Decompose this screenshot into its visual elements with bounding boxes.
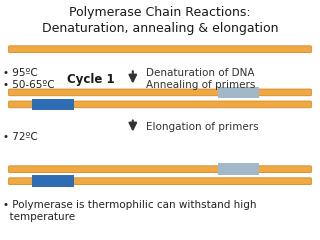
Bar (218, 163, 259, 175)
Text: • 72ºC: • 72ºC (3, 132, 38, 142)
Text: • 50-65ºC: • 50-65ºC (3, 80, 55, 90)
FancyBboxPatch shape (9, 46, 311, 53)
Text: temperature: temperature (3, 212, 75, 222)
Text: • Polymerase is thermophilic can withstand high: • Polymerase is thermophilic can withsta… (3, 200, 257, 210)
Bar (32, 99, 74, 110)
Text: Polymerase Chain Reactions:
Denaturation, annealing & elongation: Polymerase Chain Reactions: Denaturation… (42, 6, 278, 35)
Text: • 95ºC: • 95ºC (3, 68, 38, 78)
FancyBboxPatch shape (9, 101, 311, 108)
Text: Denaturation of DNA
Annealing of primers: Denaturation of DNA Annealing of primers (146, 67, 255, 90)
FancyBboxPatch shape (9, 178, 311, 185)
FancyBboxPatch shape (9, 89, 311, 96)
Text: Cycle 1: Cycle 1 (68, 73, 115, 86)
Bar (32, 175, 74, 187)
FancyBboxPatch shape (9, 166, 311, 173)
Bar (218, 87, 259, 98)
Text: Elongation of primers: Elongation of primers (146, 122, 258, 132)
